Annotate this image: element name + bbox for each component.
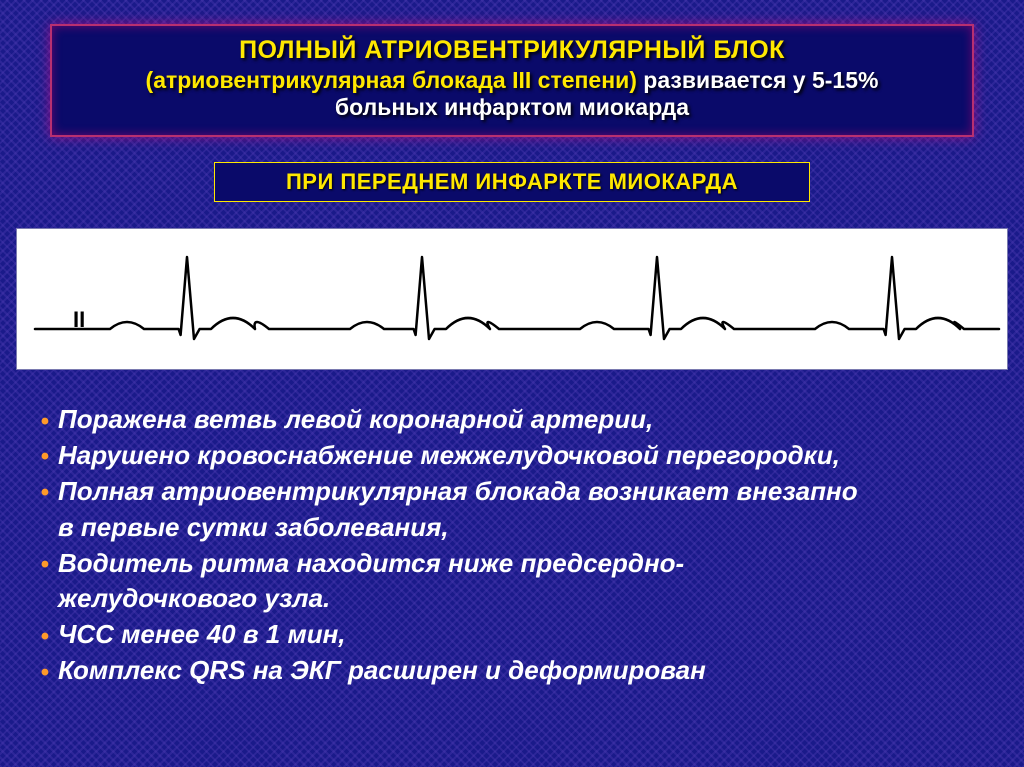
- svg-text:II: II: [73, 307, 85, 332]
- bullet-dot-icon: •: [32, 440, 58, 473]
- ecg-trace: II: [17, 229, 1007, 369]
- ecg-strip: II: [16, 228, 1008, 370]
- bullet-text: Комплекс QRS на ЭКГ расширен и деформиро…: [58, 655, 706, 685]
- title-line-3: больных инфарктом миокарда: [74, 94, 950, 121]
- bullet-row: желудочкового узла.: [32, 581, 984, 617]
- bullet-dot-icon: •: [32, 548, 58, 581]
- bullet-text: Поражена ветвь левой коронарной артерии,: [58, 404, 653, 434]
- title-line-2-white: развивается у 5-15%: [637, 67, 879, 93]
- title-line-2-yellow: (атриовентрикулярная блокада III степени…: [146, 67, 637, 93]
- bullet-dot-icon: •: [32, 476, 58, 509]
- bullet-row: •Полная атриовентрикулярная блокада возн…: [32, 474, 984, 510]
- title-line-1: ПОЛНЫЙ АТРИОВЕНТРИКУЛЯРНЫЙ БЛОК: [74, 36, 950, 65]
- bullet-text: в первые сутки заболевания,: [58, 512, 449, 542]
- bullet-list: •Поражена ветвь левой коронарной артерии…: [32, 402, 984, 689]
- bullet-text: Полная атриовентрикулярная блокада возни…: [58, 476, 858, 506]
- bullet-text: Нарушено кровоснабжение межжелудочковой …: [58, 440, 840, 470]
- bullet-row: •Нарушено кровоснабжение межжелудочковой…: [32, 438, 984, 474]
- bullet-dot-icon: •: [32, 656, 58, 689]
- bullet-dot-icon: •: [32, 620, 58, 653]
- subtitle-banner: ПРИ ПЕРЕДНЕМ ИНФАРКТЕ МИОКАРДА: [214, 162, 810, 202]
- bullet-dot-icon: •: [32, 405, 58, 438]
- bullet-row: •Поражена ветвь левой коронарной артерии…: [32, 402, 984, 438]
- subtitle-text: ПРИ ПЕРЕДНЕМ ИНФАРКТЕ МИОКАРДА: [286, 169, 738, 194]
- bullet-row: •Комплекс QRS на ЭКГ расширен и деформир…: [32, 653, 984, 689]
- bullet-row: в первые сутки заболевания,: [32, 510, 984, 546]
- title-banner: ПОЛНЫЙ АТРИОВЕНТРИКУЛЯРНЫЙ БЛОК (атриове…: [50, 24, 974, 137]
- bullet-text: ЧСС менее 40 в 1 мин,: [58, 619, 346, 649]
- bullet-row: •Водитель ритма находится ниже предсердн…: [32, 546, 984, 582]
- bullet-text: Водитель ритма находится ниже предсердно…: [58, 548, 684, 578]
- bullet-row: •ЧСС менее 40 в 1 мин,: [32, 617, 984, 653]
- title-line-2: (атриовентрикулярная блокада III степени…: [74, 67, 950, 94]
- bullet-text: желудочкового узла.: [58, 583, 330, 613]
